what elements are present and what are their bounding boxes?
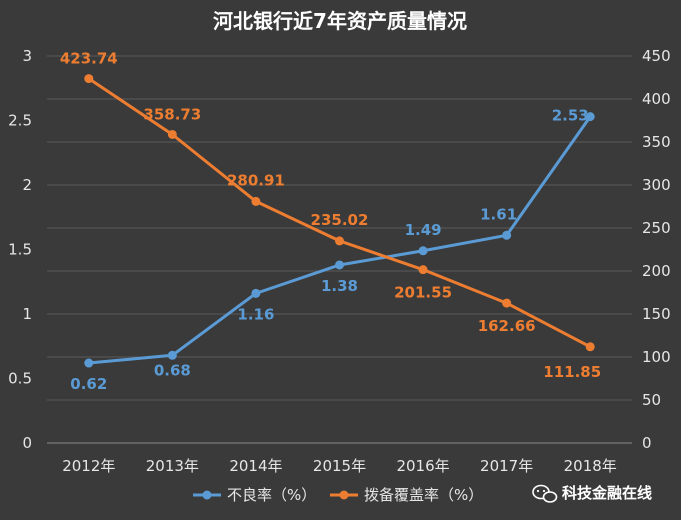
data-point — [335, 236, 344, 246]
series-2: 423.74 358.73 280.91 235.02 201.55 162.66 111.… — [60, 50, 601, 381]
left-tick-label: 0 — [22, 434, 32, 452]
right-tick-label: 100 — [642, 348, 671, 366]
left-axis: 0 0.5 1 1.5 2 2.5 3 — [8, 47, 32, 452]
left-tick-label: 1.5 — [8, 241, 32, 259]
left-tick-label: 2.5 — [8, 112, 32, 130]
right-tick-label: 400 — [642, 90, 671, 108]
data-label: 423.74 — [60, 50, 118, 68]
legend-marker — [202, 490, 212, 500]
watermark-text: 科技金融在线 — [562, 484, 652, 502]
data-label: 1.49 — [405, 221, 442, 239]
right-tick-label: 0 — [642, 434, 652, 452]
data-point — [502, 230, 512, 240]
right-tick-label: 50 — [642, 391, 661, 409]
left-tick-label: 1 — [22, 305, 32, 323]
data-label: 111.85 — [543, 363, 601, 381]
x-tick-label: 2016年 — [396, 457, 449, 475]
data-point — [502, 298, 512, 308]
data-label: 280.91 — [227, 171, 285, 189]
chart-title: 河北银行近7年资产质量情况 — [213, 9, 467, 33]
legend-label: 不良率（%） — [227, 486, 316, 504]
data-label: 162.66 — [478, 317, 536, 335]
data-point — [585, 342, 595, 352]
data-label: 1.16 — [237, 305, 274, 323]
x-tick-label: 2018年 — [564, 457, 617, 475]
data-label: 235.02 — [311, 211, 369, 229]
data-label: 201.55 — [394, 284, 452, 302]
x-tick-label: 2017年 — [480, 457, 533, 475]
legend: 不良率（%） 拨备覆盖率（%） — [193, 486, 483, 504]
x-tick-label: 2015年 — [313, 457, 366, 475]
data-point — [585, 112, 595, 122]
series-1: 0.62 0.68 1.16 1.38 1.49 1.61 2.53 — [70, 107, 595, 393]
data-point — [167, 129, 177, 139]
legend-marker — [339, 490, 349, 500]
data-label: 1.61 — [480, 205, 517, 223]
data-label: 0.68 — [154, 361, 191, 379]
right-tick-label: 450 — [642, 47, 671, 65]
data-point — [167, 350, 177, 360]
data-point — [251, 196, 261, 206]
data-point — [251, 288, 261, 298]
right-tick-label: 150 — [642, 305, 671, 323]
wechat-icon — [532, 484, 558, 503]
data-point — [84, 74, 94, 84]
right-tick-label: 250 — [642, 219, 671, 237]
data-point — [335, 260, 344, 270]
x-tick-label: 2014年 — [229, 457, 282, 475]
right-tick-label: 350 — [642, 133, 671, 151]
watermark: 科技金融在线 — [532, 484, 652, 503]
right-axis: 0 50 100 150 200 250 300 350 400 450 — [642, 47, 671, 452]
right-tick-label: 300 — [642, 176, 671, 194]
data-point — [418, 265, 428, 275]
x-tick-label: 2013年 — [146, 457, 199, 475]
legend-label: 拨备覆盖率（%） — [364, 486, 483, 504]
data-label: 358.73 — [143, 105, 201, 123]
left-tick-label: 3 — [22, 47, 32, 65]
series-group: 0.62 0.68 1.16 1.38 1.49 1.61 2.53 423.74 358.73… — [60, 50, 601, 393]
data-point — [418, 246, 428, 256]
data-label: 0.62 — [70, 375, 107, 393]
x-axis: 2012年 2013年 2014年 2015年 2016年 2017年 2018年 — [62, 457, 617, 475]
left-tick-label: 0.5 — [8, 370, 32, 388]
data-point — [84, 358, 94, 368]
data-label: 2.53 — [552, 107, 589, 125]
data-label: 1.38 — [321, 277, 358, 295]
left-tick-label: 2 — [22, 176, 32, 194]
right-tick-label: 200 — [642, 262, 671, 280]
x-tick-label: 2012年 — [62, 457, 115, 475]
